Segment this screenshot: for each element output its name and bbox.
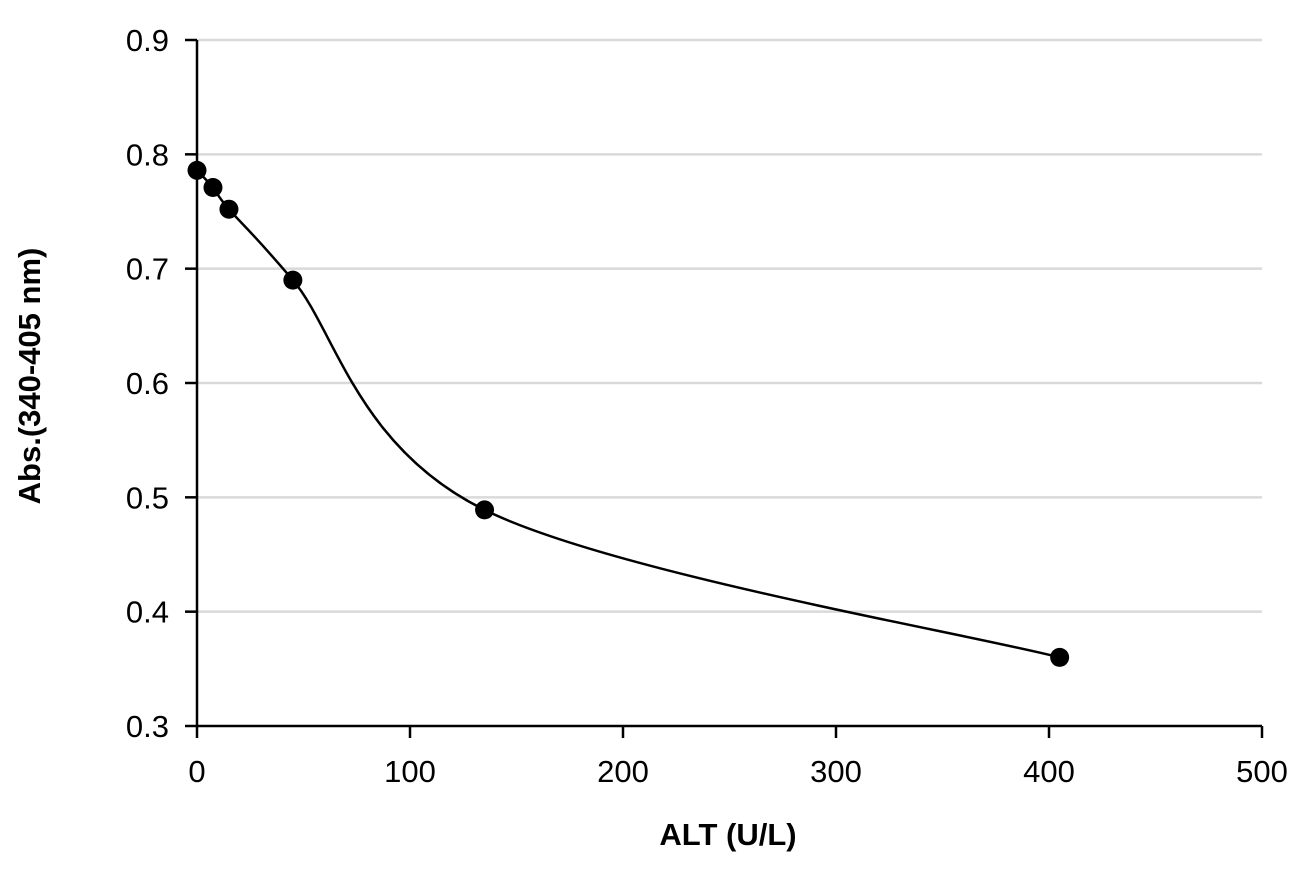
y-tick-label: 0.6	[126, 366, 169, 401]
y-tick-label: 0.8	[126, 137, 169, 172]
y-tick-label: 0.4	[126, 595, 169, 630]
y-axis-title: Abs.(340-405 nm)	[12, 248, 47, 505]
x-axis-title: ALT (U/L)	[659, 817, 796, 852]
marker-layer	[187, 160, 1070, 667]
data-point	[475, 500, 495, 520]
x-tick-label: 0	[188, 754, 205, 789]
label-layer: 0.3 0.4 0.5 0.6 0.7 0.8 0.9 0 100 200 300 400 500	[126, 23, 1288, 789]
axis-layer	[185, 38, 1264, 738]
line-layer	[196, 169, 1060, 659]
y-tick-label: 0.3	[126, 709, 169, 744]
data-point	[203, 177, 223, 197]
x-tick-label: 200	[597, 754, 649, 789]
grid-layer	[197, 38, 1262, 613]
y-tick-label: 0.5	[126, 480, 169, 515]
x-tick-label: 500	[1236, 754, 1288, 789]
x-tick-label: 100	[384, 754, 436, 789]
data-point	[187, 160, 207, 180]
y-tick-label: 0.7	[126, 252, 169, 287]
y-tick-label: 0.9	[126, 23, 169, 58]
series-line	[196, 169, 1060, 659]
data-point	[219, 199, 239, 219]
x-tick-label: 300	[810, 754, 862, 789]
x-tick-label: 400	[1023, 754, 1075, 789]
data-point	[283, 270, 303, 290]
data-point	[1050, 647, 1070, 667]
